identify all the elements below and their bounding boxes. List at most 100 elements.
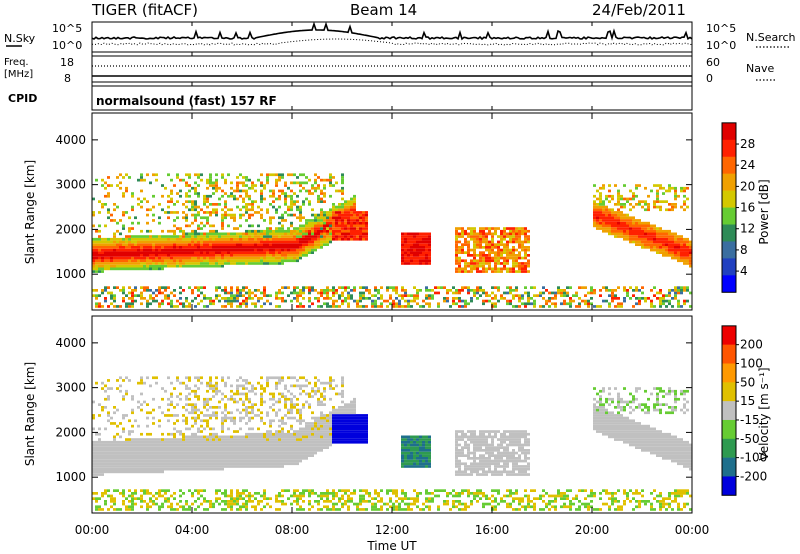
velocity-cell — [155, 376, 158, 380]
colorbar-segment — [722, 258, 736, 276]
power-cell — [644, 246, 647, 249]
power-cell — [416, 235, 419, 238]
power-cell — [278, 178, 281, 182]
power-cell — [299, 302, 302, 306]
velocity-cell — [170, 392, 173, 396]
power-cell — [254, 232, 257, 236]
power-cell — [407, 305, 410, 308]
velocity-cell — [266, 497, 269, 500]
velocity-cell — [197, 435, 200, 439]
velocity-cell — [284, 446, 287, 449]
power-cell — [233, 232, 236, 236]
velocity-cell — [197, 462, 200, 466]
power-cell — [104, 251, 107, 254]
power-cell — [686, 251, 689, 254]
power-cell — [605, 299, 608, 303]
power-cell — [197, 205, 200, 209]
power-cell — [257, 259, 260, 263]
velocity-cell — [221, 443, 224, 447]
power-cell — [161, 259, 164, 263]
power-cell — [92, 262, 95, 265]
velocity-cell — [173, 438, 176, 441]
velocity-cell — [254, 459, 257, 463]
power-cell — [347, 302, 350, 306]
power-cell — [293, 286, 296, 289]
velocity-cell — [293, 454, 296, 457]
power-cell — [521, 232, 524, 236]
power-cell — [662, 299, 665, 303]
velocity-cell — [212, 502, 215, 506]
velocity-cell — [242, 492, 245, 495]
power-cell — [245, 235, 248, 238]
power-cell — [659, 205, 662, 209]
power-cell — [290, 243, 293, 246]
power-cell — [266, 254, 269, 257]
power-cell — [476, 235, 479, 238]
velocity-cell — [284, 403, 287, 406]
power-cell — [677, 235, 680, 238]
power-cell — [518, 270, 521, 273]
power-cell — [194, 213, 197, 217]
power-cell — [242, 246, 245, 249]
velocity-cell — [113, 500, 116, 503]
power-cell — [362, 232, 365, 236]
power-cell — [299, 289, 302, 292]
power-cell — [479, 256, 482, 260]
power-cell — [674, 232, 677, 236]
power-cell — [554, 305, 557, 308]
power-cell — [197, 289, 200, 292]
power-cell — [197, 176, 200, 179]
power-cell — [407, 294, 410, 297]
velocity-cell — [116, 408, 119, 412]
power-cell — [341, 205, 344, 209]
power-cell — [410, 246, 413, 249]
colorbar-segment — [722, 173, 736, 191]
power-cell — [239, 213, 242, 217]
power-cell — [641, 232, 644, 236]
power-cell — [296, 208, 299, 212]
power-cell — [326, 216, 329, 220]
velocity-cell — [161, 502, 164, 506]
velocity-cell — [251, 416, 254, 420]
power-cell — [302, 203, 305, 206]
velocity-cell — [95, 451, 98, 455]
velocity-cell — [290, 416, 293, 420]
velocity-cell — [230, 435, 233, 439]
power-cell — [182, 262, 185, 265]
power-cell — [263, 197, 266, 201]
power-cell — [257, 229, 260, 233]
power-cell — [401, 262, 404, 265]
power-cell — [92, 256, 95, 260]
velocity-cell — [101, 446, 104, 449]
power-cell — [467, 270, 470, 273]
power-cell — [158, 221, 161, 225]
power-cell — [416, 243, 419, 246]
power-cell — [410, 256, 413, 260]
velocity-cell — [224, 435, 227, 439]
velocity-cell — [278, 449, 281, 452]
velocity-cell — [296, 508, 299, 511]
power-cell — [587, 302, 590, 306]
power-cell — [269, 227, 272, 230]
velocity-cell — [227, 427, 230, 431]
power-cell — [326, 237, 329, 241]
velocity-cell — [257, 465, 260, 468]
power-cell — [347, 200, 350, 203]
power-cell — [299, 248, 302, 252]
velocity-cell — [293, 492, 296, 495]
power-cell — [680, 189, 683, 193]
velocity-cell — [197, 414, 200, 417]
power-cell — [338, 305, 341, 308]
power-cell — [266, 181, 269, 185]
power-cell — [470, 264, 473, 268]
power-cell — [200, 262, 203, 265]
power-cell — [467, 232, 470, 236]
power-cell — [359, 227, 362, 230]
power-cell — [314, 181, 317, 185]
power-cell — [164, 240, 167, 244]
power-cell — [263, 291, 266, 295]
velocity-cell — [224, 451, 227, 455]
power-cell — [191, 232, 194, 236]
power-cell — [185, 297, 188, 300]
power-cell — [626, 221, 629, 225]
